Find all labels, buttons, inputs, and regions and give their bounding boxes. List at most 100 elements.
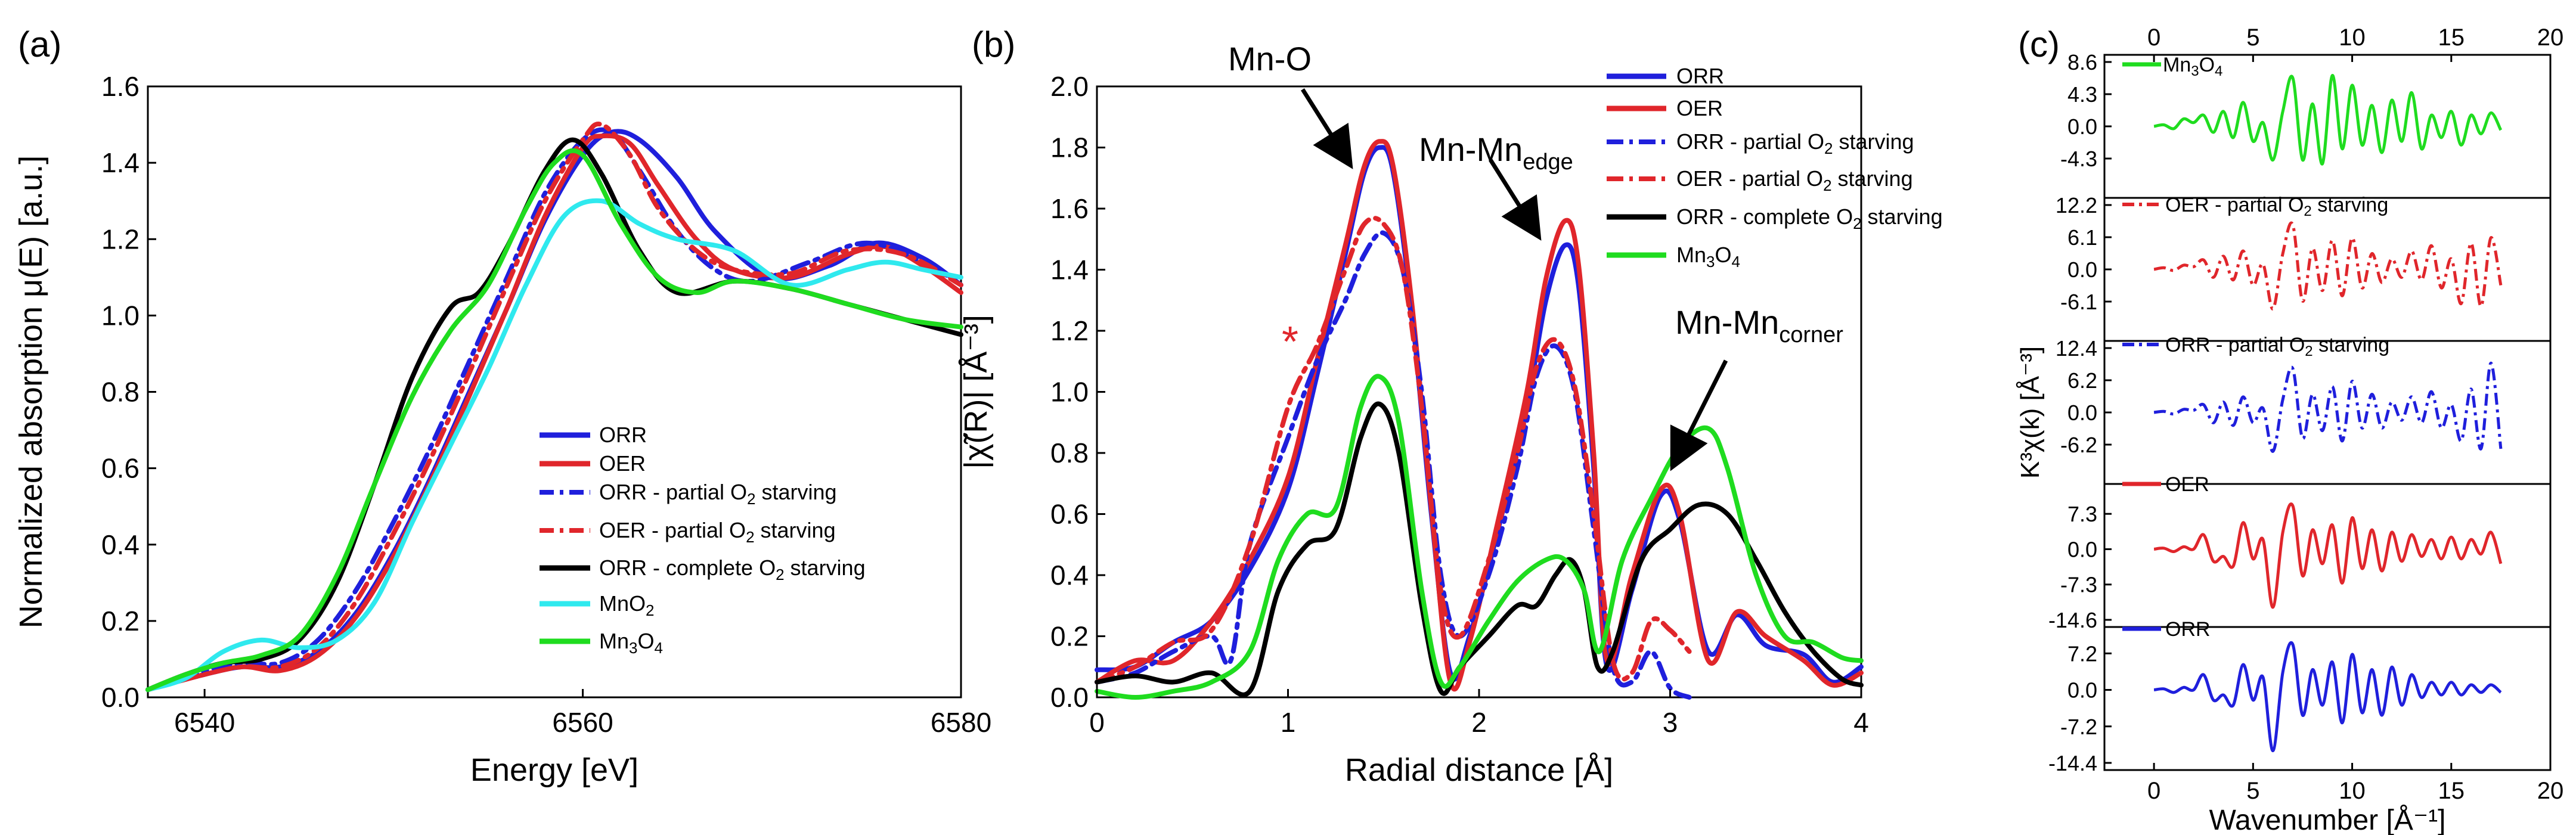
y-tick-label: 1.4 — [101, 147, 140, 178]
x-tick-label: 5 — [2246, 778, 2259, 804]
series-line-b-oer-partial-o2-starving — [1095, 216, 1692, 685]
y-axis-label-b: |χ̃(R)| [Å⁻³] — [958, 315, 994, 469]
y-axis-label-a: Normalized absorption μ(E) [a.u.] — [13, 156, 49, 628]
series-line-b-mn3o4 — [1095, 374, 1864, 700]
panel-c-label: (c) — [2018, 24, 2060, 64]
x-axis-label-c: Wavenumber [Å⁻¹] — [2209, 805, 2445, 835]
y-tick-label: 0.0 — [2067, 537, 2097, 561]
x-tick-label: 6540 — [174, 707, 235, 738]
legend-a-label-orr: ORR — [599, 423, 647, 447]
y-tick-label: 0.0 — [2067, 114, 2097, 139]
y-tick-label: 0.0 — [2067, 401, 2097, 425]
y-tick-label: 12.4 — [2056, 336, 2097, 361]
y-tick-label: 1.0 — [1050, 377, 1089, 408]
y-tick-label: 0.6 — [101, 453, 140, 484]
y-tick-label: 2.0 — [1050, 71, 1089, 102]
legend-c-label-oer-partial: OER - partial O2 starving — [2165, 194, 2388, 219]
x-tick-label: 3 — [1663, 707, 1678, 738]
legend-b-label-orr-partial: ORR - partial O2 starving — [1676, 129, 1914, 157]
arrow-mn-o — [1301, 88, 1353, 169]
series-line-c-oer-partial-o2-starving — [2153, 221, 2503, 311]
x-tick-label-top: 20 — [2537, 24, 2564, 51]
panel-a: (a) 6540 6560 6580 0.0 0.2 0.4 0.6 0.8 1.0 1.2 1.4… — [13, 24, 991, 788]
x-tick-label: 2 — [1471, 707, 1487, 738]
series-line-a-orr-partial-o2-starving — [145, 127, 963, 693]
y-tick-label: 1.0 — [101, 300, 140, 331]
y-tick-label: 8.6 — [2067, 50, 2097, 75]
x-tick-label: 20 — [2537, 778, 2564, 804]
legend-a-label-oer-partial: OER - partial O2 starving — [599, 518, 836, 546]
annotation-mn-mn-edge: Mn-Mnedge — [1419, 131, 1573, 175]
legend-c-label-orr-partial: ORR - partial O2 starving — [2165, 334, 2389, 359]
y-tick-label: 4.3 — [2067, 82, 2097, 107]
y-axis-label-c: K³χ(k) [Å⁻³] — [2016, 346, 2045, 479]
legend-b-label-complete: ORR - complete O2 starving — [1676, 204, 1943, 232]
x-tick-label: 0 — [2147, 778, 2160, 804]
series-line-a-oer-partial-o2-starving — [145, 122, 963, 693]
y-tick-label: 0.8 — [1050, 437, 1089, 468]
y-tick-label: -6.2 — [2060, 433, 2097, 457]
legend-c: Mn3O4 OER - partial O2 starving ORR - pa… — [2122, 54, 2389, 641]
legend-a-label-complete: ORR - complete O2 starving — [599, 555, 866, 583]
y-tick-label: -7.3 — [2060, 573, 2097, 597]
x-tick-label-top: 15 — [2438, 24, 2465, 51]
series-line-a-oer — [145, 133, 963, 693]
series-line-a-orr-complete-o2-starving — [145, 137, 963, 693]
legend-a-label-mn3o4: Mn3O4 — [599, 629, 663, 657]
y-tick-label: 1.2 — [1050, 315, 1089, 346]
x-tick-label: 15 — [2438, 778, 2465, 804]
panel-c-plot: -4.3 0.0 4.3 8.6 -6.1 0.0 6.1 12.2 -6.2 0.0 6.2 12.… — [2016, 24, 2563, 835]
arrow-mn-mn-edge — [1489, 159, 1542, 241]
legend-a-label-oer: OER — [599, 451, 646, 476]
y-tick-label: 1.8 — [1050, 132, 1089, 163]
panel-b-plot: 0 1 2 3 4 0.0 0.2 0.4 0.6 0.8 1.0 1.2 1.4 1.6 1.8 2.0 Ra… — [958, 71, 1869, 788]
y-tick-label: 0.6 — [1050, 499, 1089, 530]
annotation-star: * — [1282, 318, 1298, 366]
series-line-a-mno2 — [145, 198, 963, 693]
legend-b-label-mn3o4: Mn3O4 — [1676, 243, 1740, 271]
y-tick-label: 1.6 — [1050, 193, 1089, 224]
y-tick-label: -6.1 — [2060, 290, 2097, 314]
x-tick-label-top: 0 — [2147, 24, 2160, 51]
panel-a-plot: 6540 6560 6580 0.0 0.2 0.4 0.6 0.8 1.0 1.2 1.4 1.6 E… — [13, 71, 991, 788]
x-tick-label: 10 — [2339, 778, 2366, 804]
legend-c-label-mn3o4: Mn3O4 — [2163, 54, 2222, 79]
y-tick-label: -14.6 — [2048, 608, 2097, 632]
x-tick-label-top: 10 — [2339, 24, 2366, 51]
y-tick-label: 0.0 — [1050, 682, 1089, 713]
legend-a-label-mno2: MnO2 — [599, 591, 654, 619]
panel-a-label: (a) — [18, 24, 61, 64]
x-tick-label: 1 — [1281, 707, 1296, 738]
y-tick-label: 0.8 — [101, 377, 140, 408]
legend-b-label-oer-partial: OER - partial O2 starving — [1676, 166, 1913, 194]
y-tick-label: -14.4 — [2048, 751, 2097, 775]
series-line-c-orr — [2153, 641, 2502, 753]
y-tick-label: 0.0 — [2067, 678, 2097, 703]
y-tick-label: -7.2 — [2060, 715, 2097, 739]
y-tick-label: 7.2 — [2067, 641, 2097, 666]
y-tick-label: 0.4 — [101, 529, 140, 560]
y-tick-label: 0.0 — [2067, 257, 2097, 282]
y-tick-label: 0.4 — [1050, 560, 1089, 591]
x-tick-label: 6560 — [552, 707, 613, 738]
x-tick-label-top: 5 — [2246, 24, 2259, 51]
x-tick-label: 6580 — [931, 707, 991, 738]
panel-b: (b) 0 1 2 3 4 0.0 0.2 0.4 0.6 0.8 1.0 1.2 1.4 1.6 1.8 2… — [958, 24, 1943, 788]
legend-b-label-orr: ORR — [1676, 64, 1724, 88]
annotations-b: Mn-O Mn-Mnedge Mn-Mncorner * — [1228, 40, 1843, 471]
series-line-a-mn3o4 — [145, 148, 963, 693]
series-line-c-orr-partial-o2-starving — [2153, 361, 2503, 453]
y-tick-label: 0.2 — [101, 606, 140, 637]
y-tick-label: 0.2 — [1050, 621, 1089, 652]
arrow-mn-mn-corner — [1670, 359, 1728, 471]
annotation-mn-o: Mn-O — [1228, 40, 1312, 77]
legend-c-label-oer: OER — [2165, 473, 2209, 496]
y-tick-label: -4.3 — [2060, 147, 2097, 171]
panel-b-label: (b) — [972, 24, 1015, 64]
y-tick-label: 1.6 — [101, 71, 140, 102]
annotation-mn-mn-corner: Mn-Mncorner — [1675, 303, 1843, 347]
legend-b: ORR OER ORR - partial O2 starving OER - … — [1607, 64, 1943, 271]
series-line-c-mn3o4 — [2153, 74, 2503, 166]
legend-c-label-orr: ORR — [2165, 618, 2211, 641]
